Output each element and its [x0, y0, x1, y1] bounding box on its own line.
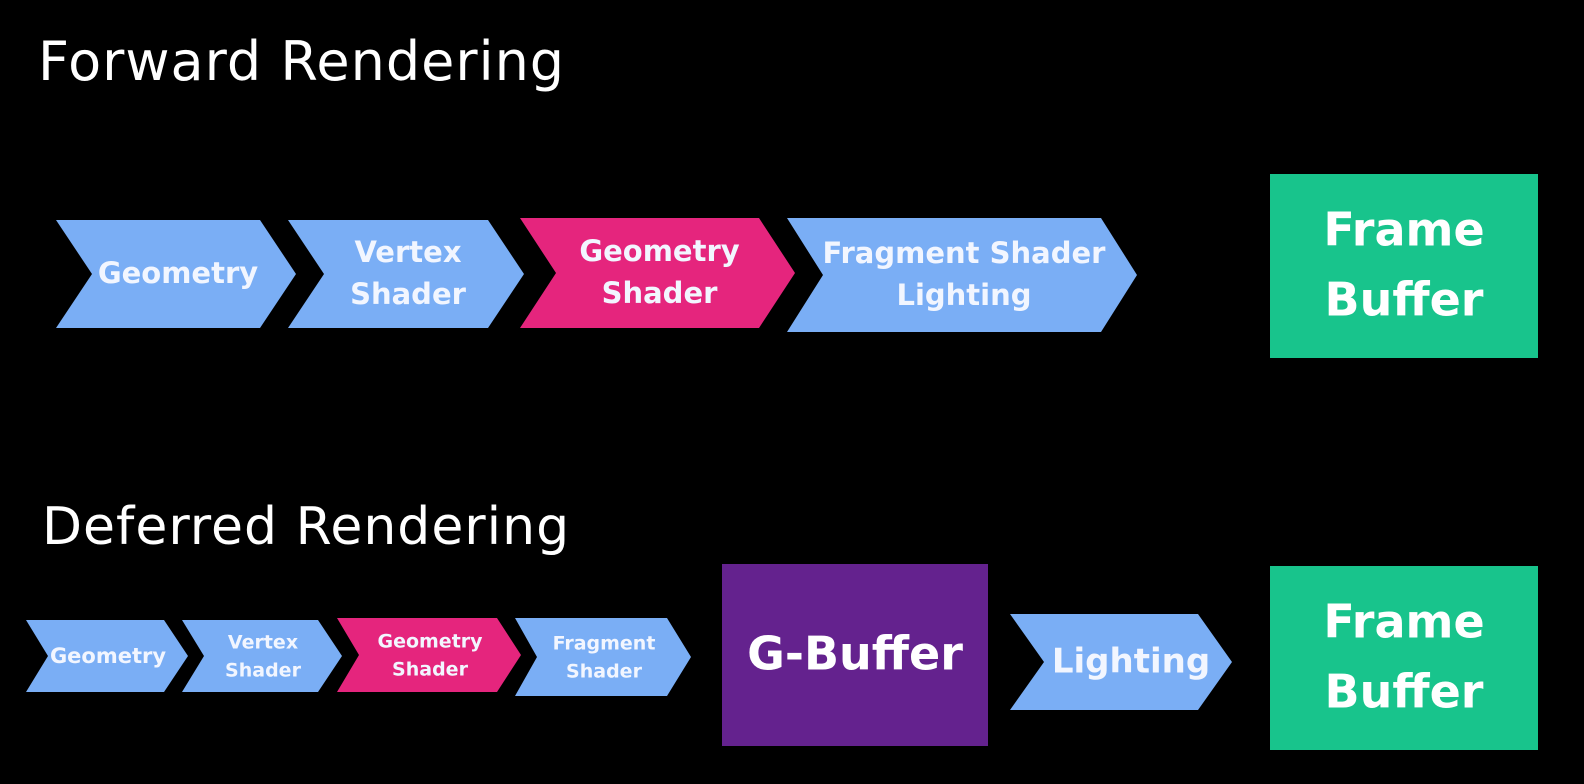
- forward-stage-3-label: Geometry: [579, 234, 739, 268]
- deferred-stage-3-label: Shader: [392, 659, 469, 681]
- deferred-stage-1-chevron: [26, 620, 188, 692]
- g-buffer-label: G-Buffer: [747, 627, 963, 681]
- forward-stage-1-label: Geometry: [98, 256, 258, 290]
- deferred-frame-buffer-box: [1270, 566, 1538, 750]
- deferred-stage-2-label: Vertex: [228, 632, 298, 654]
- forward-stage-1-chevron: [56, 220, 296, 328]
- deferred-stage-4-label: Shader: [566, 661, 643, 683]
- deferred-frame-buffer-label: Frame: [1323, 595, 1484, 649]
- g-buffer-box: [722, 564, 988, 746]
- forward-frame-buffer-box: [1270, 174, 1538, 358]
- deferred-stage-3-chevron: [337, 618, 521, 692]
- forward-stage-3-label: Shader: [602, 276, 719, 310]
- forward-stage-2-label: Shader: [350, 277, 467, 311]
- forward-frame-buffer-label: Buffer: [1325, 273, 1484, 327]
- deferred-lighting-chevron: [1010, 614, 1232, 710]
- forward-stage-4-chevron: [787, 218, 1137, 332]
- forward-rendering-title: Forward Rendering: [38, 30, 566, 93]
- forward-stage-2-chevron: [288, 220, 524, 328]
- forward-frame-buffer-label: Frame: [1323, 203, 1484, 257]
- forward-stage-2-label: Vertex: [354, 235, 461, 269]
- forward-stage-4-label: Fragment Shader: [823, 236, 1107, 270]
- deferred-lighting-label: Lighting: [1052, 642, 1210, 682]
- deferred-stage-2-label: Shader: [225, 660, 302, 682]
- deferred-stage-2-chevron: [182, 620, 342, 692]
- deferred-stage-4-chevron: [515, 618, 691, 696]
- forward-stage-4-label: Lighting: [896, 278, 1031, 312]
- deferred-stage-4-label: Fragment: [553, 633, 656, 655]
- deferred-stage-1-label: Geometry: [50, 644, 166, 668]
- forward-stage-3-chevron: [520, 218, 795, 328]
- deferred-rendering-title: Deferred Rendering: [42, 497, 571, 557]
- deferred-frame-buffer-label: Buffer: [1325, 665, 1484, 719]
- deferred-stage-3-label: Geometry: [377, 631, 483, 653]
